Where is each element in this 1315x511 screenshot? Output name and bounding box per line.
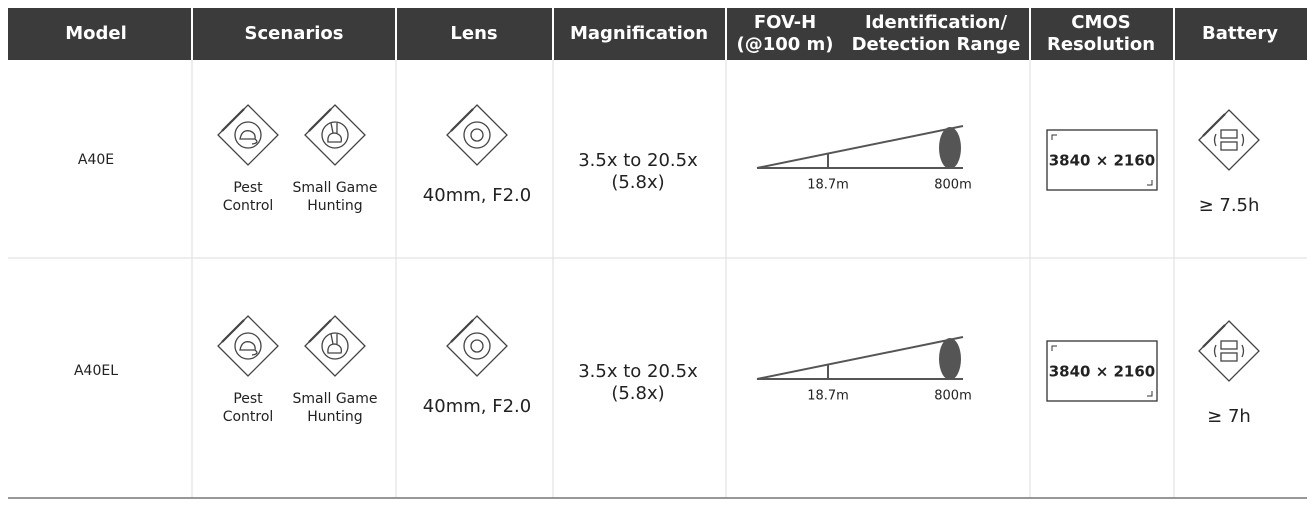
diamond-accent (450, 319, 474, 343)
magnification: (5.8x) (611, 383, 664, 404)
scenario-label: Pest (233, 391, 263, 407)
diamond-accent (308, 108, 332, 132)
model: A40EL (74, 363, 118, 379)
game-icon (304, 315, 366, 377)
scenario-label: Small Game (292, 180, 377, 196)
diamond-accent (221, 319, 245, 343)
header-cell: Model (65, 23, 127, 44)
game-icon (304, 104, 366, 166)
rat (239, 130, 258, 145)
scenario-label: Small Game (292, 391, 377, 407)
diamond (217, 315, 279, 377)
range-diagram (756, 125, 964, 169)
magnification: 3.5x to 20.5x (578, 361, 698, 382)
cell (1220, 129, 1238, 139)
rabbit (327, 333, 343, 354)
header-cell: Identification/ (865, 12, 1007, 33)
lens: 40mm, F2.0 (423, 396, 531, 417)
range: 800m (934, 178, 971, 193)
scenario-label: Pest (233, 180, 263, 196)
battery-icon (1198, 109, 1260, 171)
lens-icon (446, 104, 508, 166)
diamond (304, 104, 366, 166)
target (939, 127, 961, 169)
cell (1220, 340, 1238, 350)
header-cell: Magnification (570, 23, 708, 44)
header-bar (8, 8, 1307, 60)
diamond (217, 104, 279, 166)
diamond-accent (450, 108, 474, 132)
arrows (1213, 344, 1245, 358)
range: 800m (934, 389, 971, 404)
magnification: (5.8x) (611, 172, 664, 193)
scenario-label: Hunting (307, 198, 362, 214)
scenario-label: Control (223, 198, 274, 214)
rat (239, 341, 258, 356)
frame-corners (1051, 345, 1153, 397)
header-cell: Resolution (1047, 34, 1155, 55)
aperture (470, 339, 484, 353)
ring (463, 121, 491, 149)
diamond-accent (308, 319, 332, 343)
header-cell: Battery (1202, 23, 1278, 44)
resolution: 3840 × 2160 (1049, 363, 1156, 381)
resolution-frame (1046, 340, 1158, 402)
cell (1220, 141, 1238, 151)
header-cell: (@100 m) (736, 34, 833, 55)
diamond (1198, 320, 1260, 382)
battery: ≥ 7.5h (1199, 195, 1260, 216)
fov: 18.7m (807, 389, 849, 404)
magnification: 3.5x to 20.5x (578, 150, 698, 171)
diamond (446, 315, 508, 377)
diamond-accent (1202, 113, 1226, 137)
ring (234, 121, 262, 149)
aperture (470, 128, 484, 142)
pest-icon (217, 104, 279, 166)
diamond (1198, 109, 1260, 171)
header-cell: CMOS (1071, 12, 1130, 33)
arrows (1213, 133, 1245, 147)
diamond-accent (1202, 324, 1226, 348)
scenario-label: Hunting (307, 409, 362, 425)
diamond-accent (221, 108, 245, 132)
battery: ≥ 7h (1207, 406, 1251, 427)
battery-icon (1198, 320, 1260, 382)
scenario-label: Control (223, 409, 274, 425)
lens-icon (446, 315, 508, 377)
diamond (446, 104, 508, 166)
model: A40E (78, 152, 114, 168)
resolution-frame (1046, 129, 1158, 191)
ring (234, 332, 262, 360)
cell (1220, 352, 1238, 362)
ring (321, 332, 349, 360)
lens: 40mm, F2.0 (423, 185, 531, 206)
resolution: 3840 × 2160 (1049, 152, 1156, 170)
header-cell: Lens (450, 23, 497, 44)
header-cell: Detection Range (852, 34, 1021, 55)
frame-corners (1051, 134, 1153, 186)
header-cell: FOV-H (754, 12, 816, 33)
target (939, 338, 961, 380)
diamond (304, 315, 366, 377)
range-diagram (756, 336, 964, 380)
fov: 18.7m (807, 178, 849, 193)
ring (321, 121, 349, 149)
ring (463, 332, 491, 360)
pest-icon (217, 315, 279, 377)
header-cell: Scenarios (245, 23, 344, 44)
rabbit (327, 122, 343, 143)
